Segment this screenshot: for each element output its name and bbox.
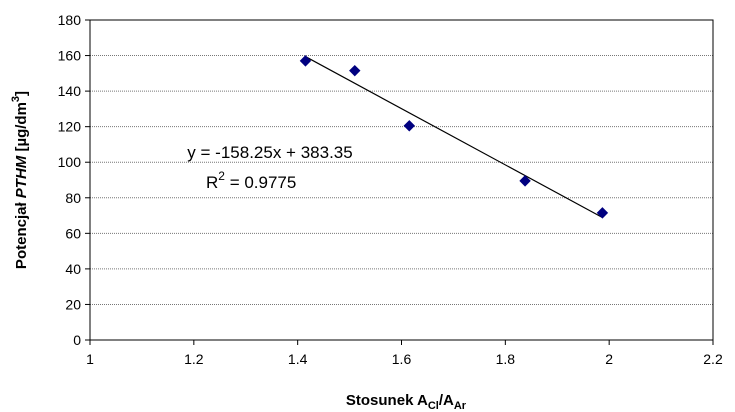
r-squared-base: R: [206, 173, 218, 192]
y-tick-label-3: 60: [65, 225, 81, 241]
y-tick-label-2: 40: [65, 261, 81, 277]
r-squared-superscript: 2: [218, 169, 225, 183]
x-axis-title-sub2: Ar: [454, 400, 467, 412]
x-axis-title: Stosunek ACl/AAr: [346, 392, 467, 412]
data-point-3: [519, 175, 531, 187]
x-axis-title-sub1: Cl: [428, 400, 439, 412]
y-axis-title-sup: 3: [10, 96, 22, 102]
y-tick-label-6: 120: [58, 119, 82, 135]
data-points: [299, 55, 609, 219]
y-axis-ticks: 0 20 40 60 80 100 120 140 160 180: [58, 12, 90, 348]
y-axis-title-end: ]: [13, 91, 30, 96]
x-tick-label-3: 1.6: [392, 351, 412, 367]
trendline-equation: y = -158.25x + 383.35: [187, 143, 352, 162]
r-squared-value: = 0.9775: [225, 173, 296, 192]
x-tick-label-5: 2: [605, 351, 613, 367]
y-axis-title-pre: Potencjał: [13, 198, 30, 269]
y-tick-label-9: 180: [58, 12, 82, 28]
x-tick-label-1: 1.2: [184, 351, 204, 367]
y-tick-label-0: 0: [73, 332, 81, 348]
y-tick-label-5: 100: [58, 154, 82, 170]
y-tick-label-7: 140: [58, 83, 82, 99]
trendline: [305, 56, 603, 219]
y-axis-title: Potencjał PTHM [µg/dm3]: [10, 91, 30, 269]
x-tick-label-0: 1: [86, 351, 94, 367]
x-tick-label-2: 1.4: [288, 351, 308, 367]
y-tick-label-1: 20: [65, 296, 81, 312]
data-point-1: [349, 64, 361, 77]
x-axis-title-mid: /A: [439, 392, 454, 409]
x-axis-ticks: 1 1.2 1.4 1.6 1.8 2 2.2: [86, 340, 723, 367]
y-axis-title-italic: PTHM: [13, 155, 30, 198]
y-axis-title-post: [µg/dm: [13, 102, 30, 156]
r-squared-label: R2 = 0.9775: [206, 169, 296, 192]
plot-area-frame: [89, 19, 714, 341]
gridlines: [90, 55, 713, 305]
data-point-0: [299, 55, 312, 67]
y-tick-label-4: 80: [65, 190, 81, 206]
x-tick-label-6: 2.2: [703, 351, 723, 367]
data-point-4: [596, 207, 609, 219]
x-axis-title-main: Stosunek A: [346, 392, 428, 409]
data-point-2: [403, 120, 415, 132]
y-tick-label-8: 160: [58, 48, 82, 64]
x-tick-label-4: 1.8: [496, 351, 516, 367]
